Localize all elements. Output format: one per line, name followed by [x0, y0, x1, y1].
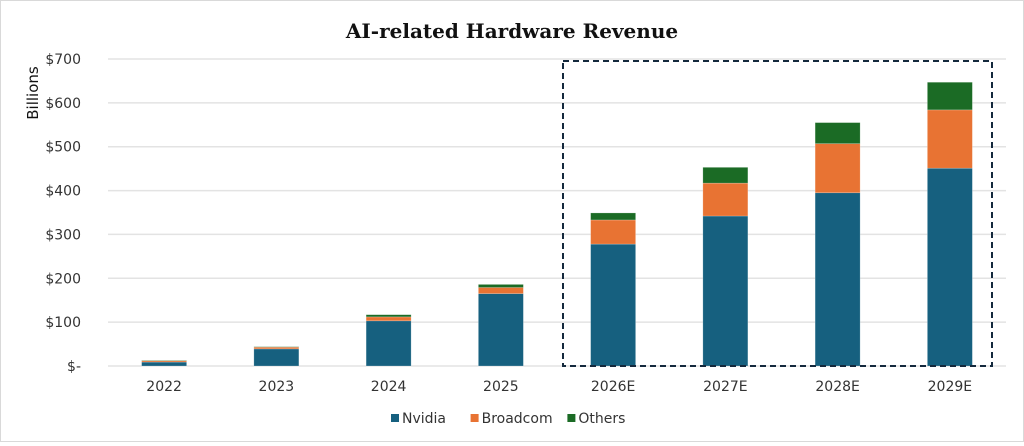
bar-nvidia-2026E — [591, 244, 636, 366]
bar-stack-2022 — [142, 360, 187, 366]
bar-stack-2028E — [815, 123, 860, 366]
bar-nvidia-2023 — [254, 349, 299, 366]
x-tick-label: 2026E — [591, 379, 635, 395]
y-tick-label: $100 — [45, 315, 81, 331]
legend: Nvidia Broadcom Others — [391, 411, 625, 427]
legend-item-nvidia: Nvidia — [391, 411, 446, 427]
legend-item-others: Others — [567, 411, 625, 427]
bar-stack-2025 — [478, 284, 523, 366]
bar-nvidia-2022 — [142, 362, 187, 366]
x-tick-label: 2022 — [146, 379, 182, 395]
bar-nvidia-2024 — [366, 321, 411, 366]
bar-stack-2024 — [366, 315, 411, 366]
y-axis-ticks: $- $100 $200 $300 $400 $500 $600 $700 — [45, 52, 81, 375]
y-tick-label: $200 — [45, 271, 81, 287]
x-axis-ticks: 2022 2023 2024 2025 2026E 2027E 2028E 2029E — [146, 379, 972, 395]
bar-stack-2023 — [254, 347, 299, 366]
bar-others-2024 — [366, 315, 411, 317]
bar-nvidia-2028E — [815, 193, 860, 366]
legend-label: Nvidia — [402, 411, 446, 427]
x-tick-label: 2028E — [815, 379, 859, 395]
legend-swatch — [391, 414, 399, 422]
x-tick-label: 2023 — [259, 379, 295, 395]
bar-broadcom-2029E — [927, 110, 972, 168]
bar-broadcom-2028E — [815, 144, 860, 193]
y-tick-label: $400 — [45, 184, 81, 200]
bar-others-2029E — [927, 82, 972, 110]
x-tick-label: 2025 — [483, 379, 519, 395]
legend-item-broadcom: Broadcom — [471, 411, 553, 427]
bar-stack-2027E — [703, 167, 748, 366]
bar-others-2025 — [478, 284, 523, 287]
bar-others-2026E — [591, 213, 636, 220]
legend-swatch — [471, 414, 479, 422]
bar-nvidia-2027E — [703, 216, 748, 366]
bar-others-2027E — [703, 167, 748, 183]
y-tick-label: $- — [67, 359, 81, 375]
y-tick-label: $600 — [45, 96, 81, 112]
bar-stack-2026E — [591, 213, 636, 366]
y-tick-label: $500 — [45, 140, 81, 156]
bar-nvidia-2025 — [478, 294, 523, 366]
bars — [142, 82, 973, 366]
legend-label: Broadcom — [482, 411, 553, 427]
bar-others-2028E — [815, 123, 860, 144]
gridlines — [108, 59, 1006, 366]
legend-swatch — [567, 414, 575, 422]
legend-label: Others — [578, 411, 625, 427]
y-axis-label: Billions — [24, 66, 42, 120]
chart-title: AI-related Hardware Revenue — [345, 19, 678, 43]
bar-nvidia-2029E — [927, 168, 972, 366]
y-tick-label: $300 — [45, 227, 81, 243]
x-tick-label: 2024 — [371, 379, 407, 395]
bar-broadcom-2025 — [478, 287, 523, 293]
bar-broadcom-2026E — [591, 220, 636, 244]
x-tick-label: 2027E — [703, 379, 747, 395]
bar-broadcom-2027E — [703, 183, 748, 216]
x-tick-label: 2029E — [928, 379, 972, 395]
y-tick-label: $700 — [45, 52, 81, 68]
bar-broadcom-2024 — [366, 317, 411, 321]
bar-stack-2029E — [927, 82, 972, 366]
